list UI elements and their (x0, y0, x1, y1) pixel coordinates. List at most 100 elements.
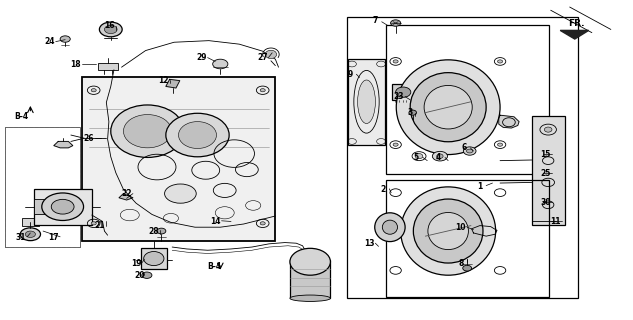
Text: 8: 8 (458, 259, 463, 268)
Polygon shape (54, 141, 73, 148)
Text: 28: 28 (149, 227, 159, 236)
Text: 25: 25 (541, 169, 551, 178)
Bar (386, 180, 549, 297)
Ellipse shape (179, 122, 216, 148)
Text: 22: 22 (122, 189, 132, 198)
Text: 4: 4 (436, 153, 441, 162)
Ellipse shape (437, 154, 443, 158)
Text: 27: 27 (258, 53, 268, 62)
Bar (5, 127, 80, 247)
Text: 5: 5 (414, 153, 419, 162)
Ellipse shape (358, 80, 375, 124)
Ellipse shape (260, 222, 265, 225)
Ellipse shape (20, 228, 41, 241)
Text: 29: 29 (196, 53, 206, 62)
Text: 10: 10 (456, 223, 466, 232)
Ellipse shape (51, 199, 74, 214)
Text: FR.: FR. (568, 19, 584, 28)
Ellipse shape (463, 147, 476, 155)
Bar (386, 25, 549, 174)
Ellipse shape (409, 110, 417, 115)
Ellipse shape (428, 212, 468, 250)
Ellipse shape (396, 87, 411, 97)
Ellipse shape (91, 89, 96, 92)
Polygon shape (472, 226, 497, 236)
Ellipse shape (104, 25, 117, 34)
Text: 3: 3 (408, 108, 413, 117)
Text: 12: 12 (158, 76, 168, 84)
Text: 9: 9 (348, 70, 353, 79)
Ellipse shape (166, 113, 229, 157)
Bar (392, 84, 414, 100)
Ellipse shape (290, 295, 330, 301)
Ellipse shape (265, 50, 277, 59)
Text: 21: 21 (95, 221, 105, 230)
Text: B-4: B-4 (207, 262, 221, 271)
Bar (347, 17, 578, 298)
Bar (348, 59, 385, 145)
Ellipse shape (144, 252, 164, 266)
Text: 18: 18 (71, 60, 81, 68)
Ellipse shape (393, 143, 398, 146)
Ellipse shape (25, 231, 35, 237)
Text: 31: 31 (16, 233, 26, 242)
Ellipse shape (290, 248, 330, 275)
Bar (98, 63, 118, 70)
Ellipse shape (42, 193, 84, 220)
Ellipse shape (375, 213, 405, 242)
Text: 2: 2 (380, 185, 385, 194)
Text: 17: 17 (49, 233, 59, 242)
Ellipse shape (463, 265, 472, 271)
Text: 23: 23 (394, 92, 404, 101)
Bar (34, 189, 92, 225)
Bar (22, 218, 39, 226)
Text: 7: 7 (373, 16, 378, 25)
Text: 30: 30 (541, 198, 551, 207)
Text: 24: 24 (44, 37, 54, 46)
Polygon shape (499, 115, 519, 128)
Bar (532, 116, 565, 225)
Ellipse shape (91, 222, 96, 225)
Bar (82, 77, 275, 241)
Text: 1: 1 (477, 182, 482, 191)
Text: 19: 19 (131, 259, 141, 268)
Text: 14: 14 (210, 217, 220, 226)
Ellipse shape (410, 73, 486, 142)
Ellipse shape (157, 228, 166, 234)
Text: 20: 20 (134, 271, 144, 280)
Ellipse shape (382, 220, 398, 234)
Text: 16: 16 (104, 21, 115, 30)
Ellipse shape (213, 59, 228, 69)
Ellipse shape (391, 20, 401, 26)
Ellipse shape (498, 60, 503, 63)
Ellipse shape (415, 154, 423, 159)
Polygon shape (166, 79, 180, 88)
Text: B-4: B-4 (14, 112, 28, 121)
Text: 15: 15 (541, 150, 551, 159)
Polygon shape (560, 30, 589, 39)
Ellipse shape (396, 60, 500, 155)
Ellipse shape (424, 85, 472, 129)
Ellipse shape (123, 115, 172, 148)
Ellipse shape (111, 105, 184, 157)
Text: 26: 26 (84, 134, 94, 143)
Ellipse shape (142, 272, 152, 278)
Ellipse shape (467, 149, 473, 153)
Ellipse shape (401, 187, 496, 275)
Ellipse shape (165, 184, 196, 203)
Text: 13: 13 (364, 239, 374, 248)
Bar (34, 199, 45, 214)
Bar (141, 248, 167, 269)
Ellipse shape (498, 143, 503, 146)
Ellipse shape (544, 127, 552, 132)
Text: 6: 6 (461, 143, 467, 152)
Ellipse shape (60, 36, 70, 42)
Bar (290, 260, 330, 298)
Ellipse shape (99, 22, 122, 37)
Bar (5, 127, 80, 247)
Ellipse shape (260, 89, 265, 92)
Ellipse shape (432, 151, 448, 161)
Ellipse shape (393, 60, 398, 63)
Ellipse shape (413, 199, 483, 263)
Text: 11: 11 (551, 217, 561, 226)
